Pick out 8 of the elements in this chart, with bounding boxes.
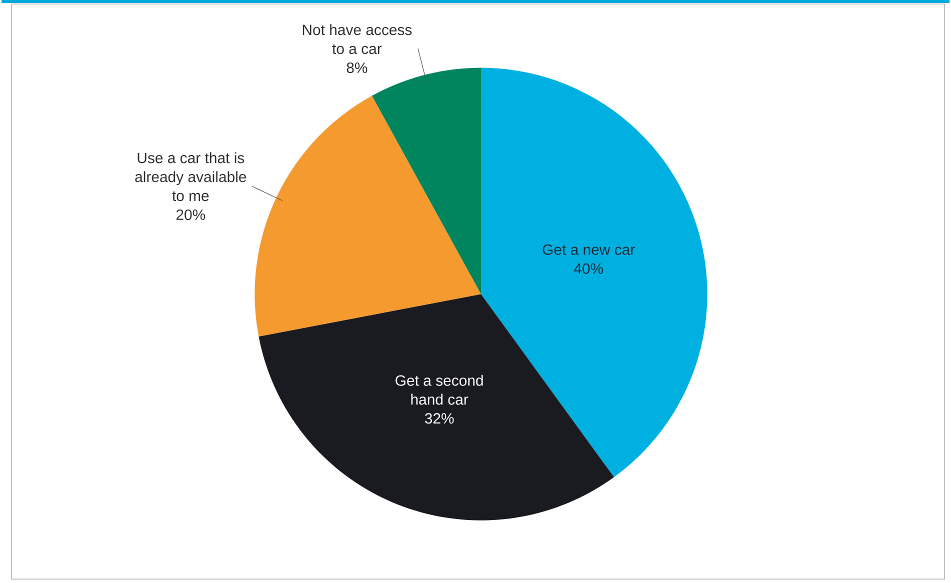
data-label: 32% xyxy=(424,413,454,424)
data-label: 8% xyxy=(346,62,368,73)
slice-label: Get a new car xyxy=(542,244,635,255)
data-label: 20% xyxy=(176,209,206,220)
slice-label: Get a second hand car xyxy=(396,374,483,405)
data-label: 40% xyxy=(574,263,604,274)
slice-label: Use a car that is already available to me xyxy=(135,152,246,202)
slice-label: Not have access to a car xyxy=(302,24,412,54)
